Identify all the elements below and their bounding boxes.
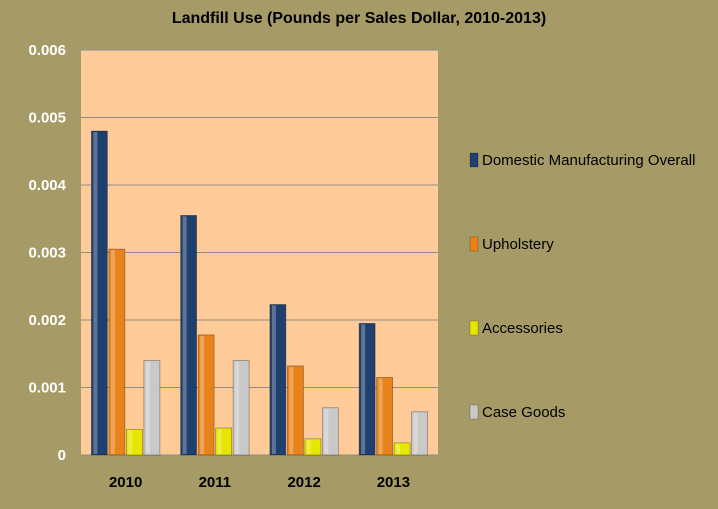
bar-case-goods-2012 bbox=[321, 407, 339, 456]
bar-highlight bbox=[289, 366, 294, 454]
bar-case-goods-2013 bbox=[411, 411, 429, 456]
legend-label: Accessories bbox=[482, 320, 563, 337]
bar-accessories-2012 bbox=[304, 438, 322, 456]
legend-swatch bbox=[469, 236, 479, 252]
x-tick-label: 2010 bbox=[109, 474, 142, 491]
y-axis-ticks: 0 0.001 0.002 0.003 0.004 0.005 0.006 bbox=[28, 42, 66, 464]
legend-swatch bbox=[469, 152, 479, 168]
bar-case-goods-2010 bbox=[143, 360, 161, 456]
legend-label: Case Goods bbox=[482, 404, 565, 421]
bar-highlight bbox=[235, 361, 240, 454]
x-tick-label: 2011 bbox=[199, 474, 232, 491]
bar-highlight bbox=[306, 439, 311, 454]
bar-highlight bbox=[378, 378, 383, 454]
y-tick-label: 0.001 bbox=[28, 380, 66, 397]
legend-swatch bbox=[469, 404, 479, 420]
y-tick-label: 0.003 bbox=[28, 245, 66, 262]
bar-domestic-manufacturing-overall-2011 bbox=[180, 214, 198, 456]
bar-highlight bbox=[396, 443, 401, 454]
y-tick-label: 0.006 bbox=[28, 42, 66, 59]
bar-highlight bbox=[217, 429, 222, 454]
bar-upholstery-2011 bbox=[197, 334, 215, 456]
bar-highlight bbox=[93, 132, 98, 454]
x-tick-label: 2012 bbox=[287, 474, 320, 491]
bar-upholstery-2013 bbox=[376, 376, 394, 456]
legend-label: Upholstery bbox=[482, 236, 554, 253]
bar-highlight bbox=[413, 412, 418, 454]
bars bbox=[90, 130, 429, 456]
x-tick-label: 2013 bbox=[377, 474, 410, 491]
bar-domestic-manufacturing-overall-2010 bbox=[90, 130, 108, 456]
y-tick-label: 0.005 bbox=[28, 110, 66, 127]
bar-highlight bbox=[128, 430, 133, 454]
bar-case-goods-2011 bbox=[232, 360, 250, 456]
bar-highlight bbox=[324, 408, 329, 454]
bar-accessories-2010 bbox=[125, 428, 143, 456]
y-tick-label: 0 bbox=[58, 447, 66, 464]
bar-domestic-manufacturing-overall-2013 bbox=[358, 322, 376, 456]
bar-upholstery-2010 bbox=[108, 248, 126, 456]
chart-title: Landfill Use (Pounds per Sales Dollar, 2… bbox=[172, 10, 546, 27]
y-tick-label: 0.002 bbox=[28, 312, 66, 329]
bar-highlight bbox=[361, 324, 366, 454]
bar-domestic-manufacturing-overall-2012 bbox=[269, 304, 287, 456]
bar-upholstery-2012 bbox=[286, 365, 304, 456]
y-tick-label: 0.004 bbox=[28, 177, 66, 194]
legend: Domestic Manufacturing Overall Upholstery… bbox=[469, 152, 695, 421]
bar-highlight bbox=[200, 335, 205, 454]
legend-label: Domestic Manufacturing Overall bbox=[482, 152, 695, 169]
bar-highlight bbox=[145, 361, 150, 454]
bar-accessories-2011 bbox=[215, 427, 233, 456]
x-axis-ticks: 2010 2011 2012 2013 bbox=[109, 474, 410, 491]
bar-highlight bbox=[110, 250, 115, 454]
legend-swatch bbox=[469, 320, 479, 336]
bar-highlight bbox=[182, 216, 187, 454]
bar-highlight bbox=[271, 305, 276, 454]
bar-accessories-2013 bbox=[393, 442, 411, 456]
